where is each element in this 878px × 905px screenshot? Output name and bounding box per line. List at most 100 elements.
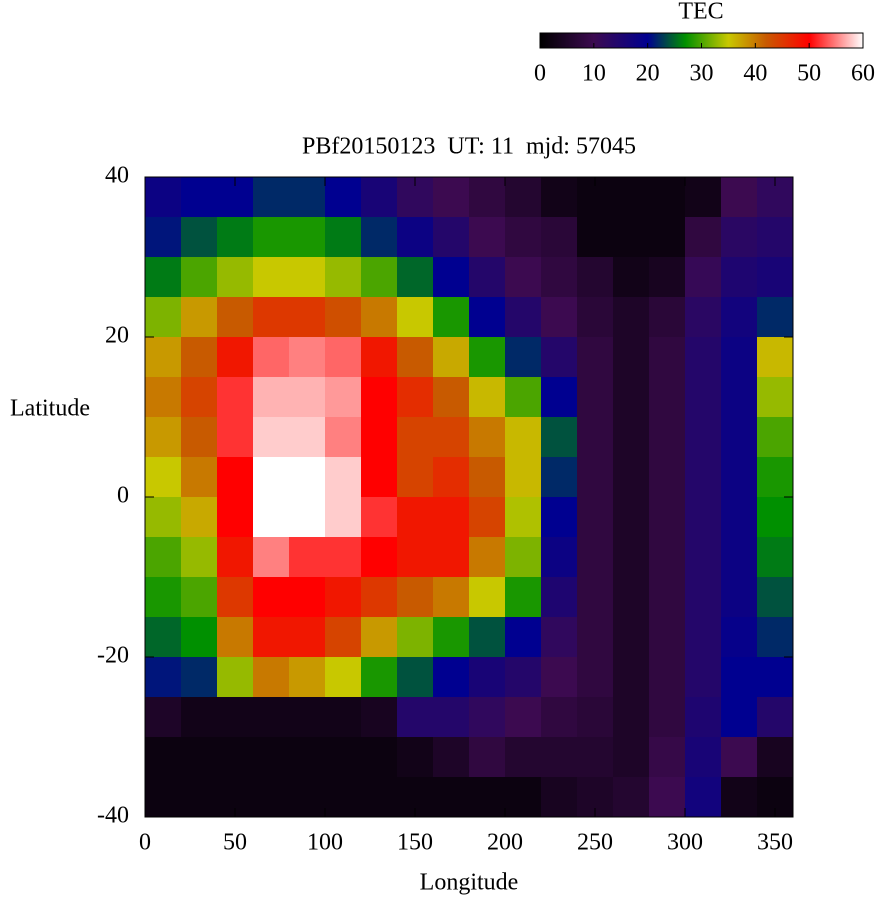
- heatmap-cell: [361, 657, 398, 698]
- heatmap-cell: [253, 777, 290, 818]
- colorbar-tick-label: 0: [534, 61, 546, 87]
- heatmap-cell: [541, 737, 578, 778]
- heatmap-cell: [577, 537, 614, 578]
- x-tick-label: 300: [667, 830, 703, 856]
- heatmap-cell: [181, 697, 218, 738]
- heatmap-cell: [505, 577, 542, 618]
- heatmap-cell: [397, 417, 434, 458]
- heatmap-cell: [649, 377, 686, 418]
- heatmap-cell: [253, 577, 290, 618]
- heatmap-cell: [757, 337, 794, 378]
- heatmap-cell: [433, 337, 470, 378]
- heatmap-cell: [253, 177, 290, 218]
- heatmap-cell: [325, 617, 362, 658]
- heatmap-cell: [181, 777, 218, 818]
- heatmap-cell: [577, 297, 614, 338]
- heatmap-cell: [289, 497, 326, 538]
- heatmap-cell: [217, 257, 254, 298]
- heatmap-cell: [613, 497, 650, 538]
- heatmap-cell: [721, 577, 758, 618]
- x-axis-label: Longitude: [420, 870, 519, 896]
- heatmap-cell: [505, 297, 542, 338]
- y-tick-label: 40: [105, 163, 129, 189]
- heatmap-cell: [181, 417, 218, 458]
- heatmap-cell: [757, 457, 794, 498]
- heatmap-cell: [253, 377, 290, 418]
- heatmap-cell: [685, 377, 722, 418]
- heatmap-cell: [469, 217, 506, 258]
- heatmap-cell: [181, 377, 218, 418]
- heatmap-cell: [721, 297, 758, 338]
- y-tick-label: 20: [105, 323, 129, 349]
- heatmap-cell: [253, 657, 290, 698]
- heatmap-cell: [649, 457, 686, 498]
- heatmap-cell: [613, 777, 650, 818]
- heatmap-cell: [289, 537, 326, 578]
- heatmap-cell: [397, 377, 434, 418]
- heatmap-cell: [757, 537, 794, 578]
- heatmap-cell: [397, 297, 434, 338]
- heatmap-cell: [721, 777, 758, 818]
- heatmap-cell: [685, 217, 722, 258]
- x-tick-label: 350: [757, 830, 793, 856]
- heatmap-cell: [721, 657, 758, 698]
- heatmap-cell: [469, 537, 506, 578]
- heatmap-cell: [217, 297, 254, 338]
- heatmap-cell: [361, 537, 398, 578]
- heatmap-cell: [685, 497, 722, 538]
- colorbar-label: TEC: [678, 0, 723, 25]
- heatmap-cell: [505, 177, 542, 218]
- heatmap-cell: [577, 657, 614, 698]
- heatmap-cell: [469, 657, 506, 698]
- heatmap-cell: [181, 457, 218, 498]
- heatmap-cell: [757, 697, 794, 738]
- heatmap-cell: [397, 457, 434, 498]
- heatmap-cell: [721, 177, 758, 218]
- heatmap-cell: [505, 737, 542, 778]
- heatmap-cell: [289, 177, 326, 218]
- heatmap-cell: [721, 537, 758, 578]
- heatmap-cell: [721, 257, 758, 298]
- heatmap-cell: [289, 297, 326, 338]
- heatmap-cell: [541, 217, 578, 258]
- heatmap-cell: [181, 257, 218, 298]
- heatmap-cell: [433, 177, 470, 218]
- heatmap-cell: [649, 537, 686, 578]
- heatmap-cell: [397, 697, 434, 738]
- heatmap-cell: [541, 337, 578, 378]
- heatmap-cell: [145, 297, 182, 338]
- heatmap-cell: [397, 657, 434, 698]
- heatmap-cell: [325, 457, 362, 498]
- heatmap-cell: [325, 257, 362, 298]
- colorbar-tick-label: 10: [582, 61, 606, 87]
- heatmap-cell: [325, 537, 362, 578]
- heatmap-cell: [721, 617, 758, 658]
- heatmap-cell: [181, 497, 218, 538]
- heatmap-cell: [433, 737, 470, 778]
- heatmap-cell: [757, 217, 794, 258]
- y-tick-label: 0: [117, 483, 129, 509]
- heatmap-cell: [469, 177, 506, 218]
- heatmap-cell: [433, 217, 470, 258]
- heatmap-cell: [541, 497, 578, 538]
- heatmap-cell: [361, 457, 398, 498]
- heatmap-cell: [685, 297, 722, 338]
- colorbar-tick-label: 20: [636, 61, 660, 87]
- heatmap-cell: [217, 657, 254, 698]
- y-tick-label: -40: [97, 803, 129, 829]
- heatmap-cell: [649, 737, 686, 778]
- heatmap-cell: [397, 337, 434, 378]
- heatmap-cell: [289, 377, 326, 418]
- heatmap-cell: [469, 737, 506, 778]
- heatmap-cell: [649, 657, 686, 698]
- heatmap-cell: [577, 457, 614, 498]
- y-axis-label: Latitude: [10, 396, 90, 422]
- heatmap-cell: [217, 457, 254, 498]
- heatmap-cell: [433, 377, 470, 418]
- heatmap-cell: [577, 737, 614, 778]
- heatmap-cell: [397, 217, 434, 258]
- heatmap-cell: [433, 257, 470, 298]
- heatmap-cell: [541, 777, 578, 818]
- heatmap-cell: [757, 737, 794, 778]
- heatmap-cell: [361, 257, 398, 298]
